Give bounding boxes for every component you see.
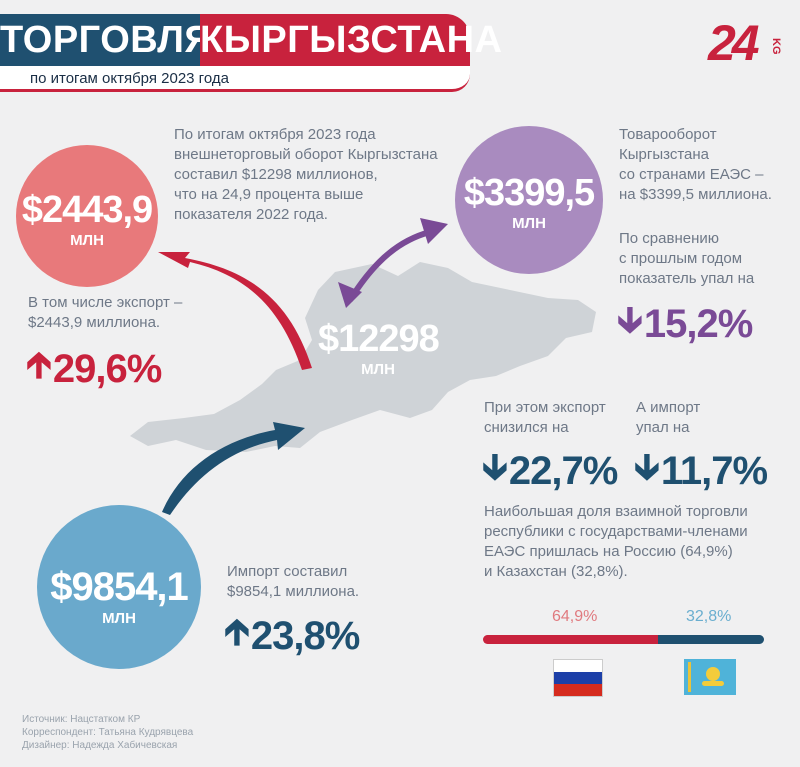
- import-decline-value: 11,7%: [660, 449, 768, 493]
- export-note-line: В том числе экспорт –: [28, 294, 183, 311]
- intro-line: показателя 2022 года.: [174, 206, 328, 223]
- subtitle: по итогам октября 2023 года: [30, 70, 229, 87]
- arrow-down-icon: 🡳: [617, 299, 643, 340]
- logo-suffix: KG: [770, 38, 782, 55]
- total-value: $12298: [318, 318, 440, 360]
- export-drop-line: снизился на: [484, 419, 569, 436]
- arrow-down-icon: 🡳: [634, 446, 660, 487]
- footer-line: Корреспондент: Татьяна Кудрявцева: [22, 727, 194, 738]
- total-block: $12298 МЛН: [318, 318, 440, 378]
- intro-line: что на 24,9 процента выше: [174, 186, 364, 203]
- russia-flag-icon: [553, 659, 603, 697]
- share-line: и Казахстан (32,8%).: [484, 563, 628, 580]
- eaeu-unit: МЛН: [512, 215, 546, 232]
- arrow-up-icon: 🡱: [26, 344, 52, 385]
- intro-line: внешнеторговый оборот Кыргызстана: [174, 146, 438, 163]
- russia-share-bar: [483, 635, 658, 644]
- russia-share: 64,9%: [552, 608, 598, 625]
- logo-24kg: 24 KG: [708, 15, 782, 71]
- footer-line: Источник: Нацстатком КР: [22, 714, 141, 725]
- export-note-line: $2443,9 миллиона.: [28, 314, 161, 331]
- import-growth-value: 23,8%: [250, 614, 360, 658]
- footer-credits: Источник: Нацстатком КР Корреспондент: Т…: [22, 713, 193, 752]
- import-arrow: [162, 422, 305, 515]
- intro-line: По итогам октября 2023 года: [174, 126, 376, 143]
- kazakhstan-share-bar: [658, 635, 764, 644]
- export-growth: 🡱 29,6%: [26, 339, 162, 400]
- map-shape: [130, 262, 596, 452]
- arrow-up-icon: 🡱: [224, 611, 250, 652]
- eaeu-line: со странами ЕАЭС –: [619, 166, 764, 183]
- title-part2: КЫРГЫЗСТАНА: [200, 14, 502, 66]
- title-part1: ТОРГОВЛЯ: [0, 14, 212, 66]
- logo-number: 24: [708, 15, 760, 71]
- eaeu-decline: 🡳 15,2%: [617, 294, 753, 355]
- import-drop-line: А импорт: [636, 399, 701, 416]
- eaeu-line: на $3399,5 миллиона.: [619, 186, 772, 203]
- kazakhstan-flag-icon: [684, 659, 736, 695]
- subtitle-bar: [0, 66, 470, 92]
- footer-line: Дизайнер: Надежда Хабичевская: [22, 740, 178, 751]
- import-drop-text: А импорт упал на: [636, 398, 786, 438]
- import-value: $9854,1: [50, 565, 189, 609]
- eaeu-arrow-head-bottom: [338, 282, 362, 308]
- eaeu-line: Товарооборот: [619, 126, 717, 143]
- import-growth: 🡱 23,8%: [224, 606, 360, 667]
- export-unit: МЛН: [70, 232, 104, 249]
- intro-line: составил $12298 миллионов,: [174, 166, 378, 183]
- import-circle: $9854,1 МЛН: [37, 505, 201, 669]
- eaeu-value: $3399,5: [463, 172, 595, 214]
- export-drop-line: При этом экспорт: [484, 399, 606, 416]
- export-circle: $2443,9 МЛН: [16, 145, 158, 287]
- total-unit: МЛН: [361, 361, 395, 378]
- eaeu-decline-value: 15,2%: [643, 302, 753, 346]
- export-drop-text: При этом экспорт снизился на: [484, 398, 634, 438]
- export-decline: 🡳 22,7%: [482, 441, 618, 502]
- import-drop-line: упал на: [636, 419, 690, 436]
- import-decline: 🡳 11,7%: [634, 441, 768, 502]
- eaeu-line: Кыргызстана: [619, 146, 709, 163]
- export-value: $2443,9: [21, 189, 153, 231]
- share-line: республики с государствами-членами: [484, 523, 748, 540]
- share-line: Наибольшая доля взаимной торговли: [484, 503, 748, 520]
- import-note: Импорт составил $9854,1 миллиона.: [227, 562, 427, 602]
- eaeu-arrow: [347, 229, 431, 302]
- export-note: В том числе экспорт – $2443,9 миллиона.: [28, 293, 228, 333]
- export-decline-value: 22,7%: [508, 449, 618, 493]
- share-line: ЕАЭС пришлась на Россию (64,9%): [484, 543, 733, 560]
- import-unit: МЛН: [102, 610, 136, 627]
- intro-text: По итогам октября 2023 года внешнеторгов…: [174, 125, 464, 225]
- eaeu-circle: $3399,5 МЛН: [455, 126, 603, 274]
- arrow-down-icon: 🡳: [482, 446, 508, 487]
- export-arrow: [158, 252, 312, 370]
- compare-line: с прошлым годом: [619, 250, 743, 267]
- compare-text: По сравнению с прошлым годом показатель …: [619, 229, 789, 289]
- export-growth-value: 29,6%: [52, 347, 162, 391]
- eaeu-text: Товарооборот Кыргызстана со странами ЕАЭ…: [619, 125, 789, 205]
- import-note-line: $9854,1 миллиона.: [227, 583, 360, 600]
- share-text: Наибольшая доля взаимной торговли респуб…: [484, 502, 784, 582]
- import-note-line: Импорт составил: [227, 563, 348, 580]
- eaeu-arrow-head-top: [420, 218, 448, 244]
- kazakhstan-share: 32,8%: [686, 608, 732, 625]
- compare-line: показатель упал на: [619, 270, 755, 287]
- compare-line: По сравнению: [619, 230, 719, 247]
